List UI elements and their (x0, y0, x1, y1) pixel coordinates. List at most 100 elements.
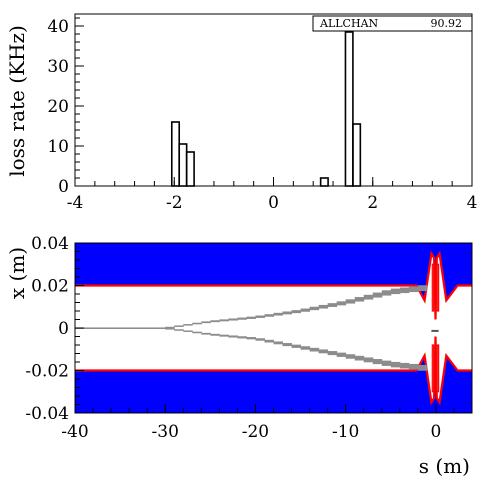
beam-track-segment-upper (309, 306, 320, 311)
bottom-x-tick-label: 0 (430, 422, 441, 442)
beam-track-segment-lower (255, 338, 265, 341)
beam-track-segment-upper (282, 311, 293, 315)
beam-track-segment-lower (345, 354, 356, 359)
beam-track-segment-lower (327, 351, 338, 356)
beam-track-segment-lower (120, 327, 130, 329)
lower-focus-slit-0 (431, 344, 435, 393)
beam-track-segment-lower (210, 333, 220, 336)
beam-track-segment-lower (408, 363, 419, 370)
upper-aperture-region (75, 243, 472, 320)
bottom-y-tick-label: 0.02 (31, 277, 69, 297)
beam-track-segment-lower (354, 355, 365, 361)
beam-track-segment-lower (93, 327, 103, 329)
beam-track-segment-lower (174, 329, 184, 331)
histogram-bin-5 (352, 123, 362, 187)
beam-track-segment-lower (372, 359, 383, 365)
beam-track-segment-lower (201, 332, 211, 335)
beam-center-mark (431, 329, 439, 332)
bottom-x-tick-label: -20 (242, 422, 269, 442)
upper-aperture-edge (75, 250, 472, 320)
beam-track-segment-upper (192, 322, 202, 325)
lower-aperture-region (75, 336, 472, 413)
beam-track-segment-lower (264, 339, 274, 343)
top-x-tick-label: 4 (467, 193, 478, 213)
lower-focus-slit-1 (436, 344, 440, 393)
beam-tracks (75, 285, 439, 371)
beam-track-segment-lower (192, 331, 202, 334)
beam-track-segment-lower (228, 335, 238, 338)
top-y-axis-title: loss rate (KHz) (5, 25, 29, 177)
beam-track-segment-upper (390, 288, 401, 295)
beam-track-segment-upper (318, 304, 329, 309)
beam-track-segment-upper (183, 324, 193, 326)
beam-track-segment-lower (183, 330, 193, 332)
histogram-bins (170, 31, 362, 187)
upper-focus-slit-1 (436, 263, 440, 312)
histogram-bin-3 (319, 177, 329, 187)
beam-track-segment-upper (201, 321, 211, 324)
beam-track-segment-upper (210, 320, 220, 323)
beam-track-segment-upper (354, 297, 365, 302)
beam-track-segment-upper (255, 315, 265, 318)
beam-track-segment-upper (300, 308, 311, 312)
beam-track-segment-upper (345, 299, 356, 304)
beam-track-segment-upper (273, 312, 284, 316)
beam-track-segment-lower (399, 362, 410, 369)
beam-track-segment-upper (399, 287, 410, 294)
beam-track-segment-upper (219, 319, 229, 322)
stat-box-frame (312, 15, 473, 32)
beam-track-segment-lower (237, 336, 247, 339)
beam-track-segment-lower (219, 334, 229, 337)
beam-track-segment-upper (237, 317, 247, 320)
beam-track-segment-upper (327, 303, 338, 307)
top-x-tick-label: 2 (367, 193, 378, 213)
beam-track-segment-lower (291, 344, 302, 348)
beam-track-segment-lower (336, 352, 347, 357)
bottom-x-tick-label: -40 (61, 422, 88, 442)
upper-focus-slit-0 (431, 263, 435, 312)
stat-box-value: 90.92 (431, 17, 463, 30)
beam-track-segment-lower (318, 349, 329, 354)
bottom-x-tick-label: -30 (152, 422, 179, 442)
beam-track-segment-lower (381, 360, 392, 366)
bottom-y-tick-label: 0.04 (31, 234, 69, 254)
aperture-regions (75, 243, 472, 413)
top-y-tick-label: 30 (47, 57, 69, 77)
top-x-tick-label: 0 (268, 193, 279, 213)
beam-track-segment-upper (246, 316, 256, 319)
bottom-y-tick-label: -0.02 (25, 362, 69, 382)
beam-track-segment-lower (417, 364, 428, 371)
top-x-tick-label: -4 (67, 193, 84, 213)
beam-track-segment-lower (282, 343, 293, 347)
beam-track-segment-lower (84, 327, 94, 329)
beam-track-segment-lower (147, 327, 157, 329)
beam-track-segment-lower (129, 327, 139, 329)
beam-track-segment-lower (273, 341, 284, 345)
lower-aperture-edge (75, 336, 472, 406)
beam-track-segment-upper (363, 294, 374, 300)
top-y-tick-label: 0 (58, 177, 69, 197)
histogram-bin-0 (170, 121, 181, 187)
beam-track-segment-upper (264, 314, 274, 317)
beam-track-segment-lower (363, 357, 374, 363)
bottom-x-tick-label: -10 (332, 422, 359, 442)
beam-track-segment-upper (408, 286, 419, 293)
beam-track-segment-upper (228, 318, 238, 321)
beam-track-segment-lower (309, 347, 320, 352)
aperture-panel: -40 -30 -20 -10 0 -0.04 -0.02 0 0.02 0.04 x (m) s… (5, 234, 473, 478)
beam-track-segment-lower (102, 327, 112, 329)
top-x-tick-label: -2 (166, 193, 183, 213)
beam-track-segment-upper (372, 292, 383, 298)
beam-track-segment-upper (336, 301, 347, 306)
bottom-y-axis-title: x (m) (5, 247, 29, 299)
histogram-bin-4 (344, 31, 354, 187)
bottom-y-tick-label: 0 (58, 319, 69, 339)
beam-track-segment-lower (246, 337, 256, 340)
stat-box-name: ALLCHAN (319, 17, 379, 30)
beam-track-segment-upper (381, 290, 392, 296)
bottom-axes: -40 -30 -20 -10 0 -0.04 -0.02 0 0.02 0.04 (25, 234, 473, 442)
histogram-bin-1 (178, 143, 188, 187)
beam-track-segment-upper (174, 325, 184, 327)
